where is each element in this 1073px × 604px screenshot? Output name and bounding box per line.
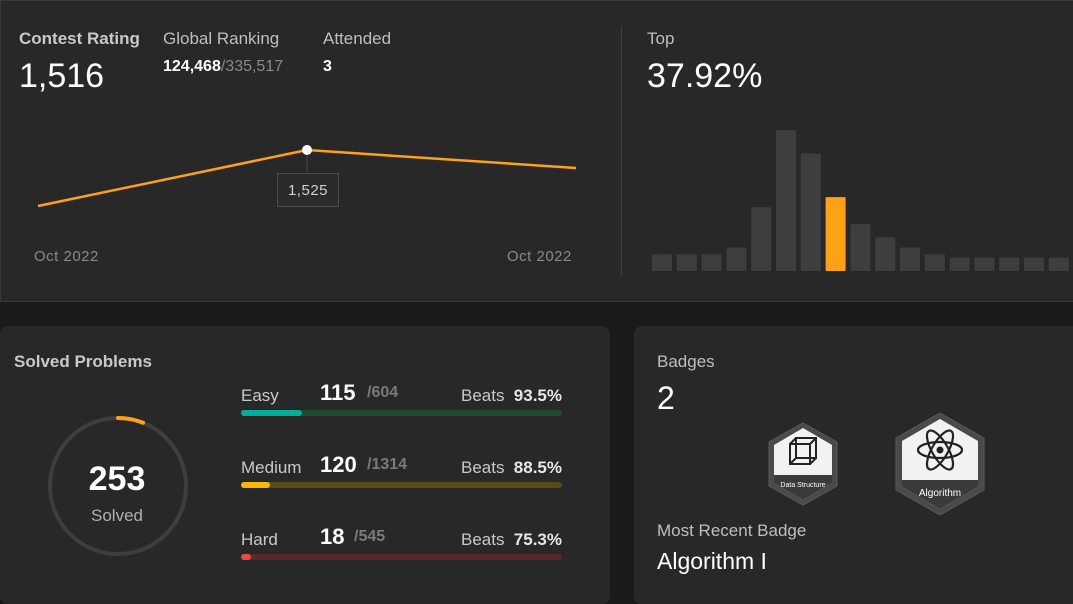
rating-tooltip: 1,525 — [277, 173, 339, 207]
difficulty-total: /1314 — [367, 456, 408, 473]
attended-value: 3 — [323, 58, 332, 75]
difficulty-count: 115 — [320, 380, 356, 405]
rating-line-chart[interactable] — [0, 120, 610, 240]
global-ranking-label: Global Ranking — [163, 29, 280, 48]
difficulty-progress-track — [241, 554, 562, 560]
global-rank: 124,468 — [163, 58, 221, 75]
distribution-bar — [974, 257, 995, 271]
chart-start-date: Oct 2022 — [34, 248, 99, 265]
difficulty-count: 120 — [320, 452, 357, 477]
beats-value: 88.5% — [513, 458, 562, 477]
chart-end-date: Oct 2022 — [507, 248, 572, 265]
global-rank-total: /335,517 — [220, 58, 284, 75]
distribution-bar — [1024, 257, 1044, 271]
beats-label: Beats — [461, 386, 505, 405]
distribution-bar — [652, 254, 672, 271]
top-distribution-chart — [652, 130, 1069, 271]
distribution-bar — [850, 224, 871, 271]
distribution-bar — [1048, 257, 1069, 271]
distribution-bar — [875, 237, 896, 271]
difficulty-progress-fill — [241, 410, 302, 416]
solved-problems-title: Solved Problems — [14, 352, 152, 371]
difficulty-progress-track — [241, 482, 562, 488]
ring-progress-arc — [48, 416, 188, 556]
rating-highlight-point — [302, 145, 312, 155]
distribution-bar — [800, 153, 821, 271]
top-percent-value: 37.92% — [647, 57, 763, 95]
difficulty-count: 18 — [320, 524, 345, 549]
distribution-bar — [924, 254, 945, 271]
distribution-bar — [999, 257, 1020, 271]
difficulty-name: Hard — [241, 530, 278, 549]
contest-rating-value: 1,516 — [19, 57, 105, 95]
distribution-bar — [825, 197, 846, 271]
beats-value: 75.3% — [513, 530, 562, 549]
top-percent-label: Top — [647, 29, 675, 48]
badges-card — [634, 326, 1073, 604]
card-divider — [621, 26, 622, 276]
badge-caption: Algorithm — [919, 488, 961, 499]
distribution-bar — [776, 130, 796, 271]
contest-rating-label: Contest Rating — [19, 29, 140, 48]
difficulty-row-medium[interactable]: Medium 120 /1314 Beats 88.5% — [241, 452, 562, 492]
difficulty-progress-fill — [241, 554, 251, 560]
difficulty-name: Easy — [241, 386, 279, 405]
distribution-bar — [726, 247, 747, 271]
solved-total: 253 — [88, 460, 146, 498]
distribution-bar — [701, 254, 722, 271]
cube-icon[interactable]: Data Structure — [764, 420, 842, 508]
difficulty-total: /545 — [354, 528, 386, 545]
recent-badge-label: Most Recent Badge — [657, 521, 807, 540]
global-ranking-value: 124,468/335,517 — [163, 58, 283, 76]
badges-count: 2 — [657, 380, 675, 416]
badge-caption: Data Structure — [780, 482, 825, 489]
attended-label: Attended — [323, 29, 392, 48]
difficulty-name: Medium — [241, 458, 302, 477]
difficulty-row-easy[interactable]: Easy 115 /604 Beats 93.5% — [241, 380, 562, 420]
distribution-bar — [676, 254, 697, 271]
difficulty-progress-fill — [241, 482, 270, 488]
beats-label: Beats — [461, 530, 505, 549]
solved-total-label: Solved — [91, 506, 143, 525]
difficulty-row-hard[interactable]: Hard 18 /545 Beats 75.3% — [241, 524, 562, 564]
difficulty-progress-track — [241, 410, 562, 416]
beats-value: 93.5% — [513, 386, 562, 405]
recent-badge-name: Algorithm I — [657, 548, 767, 574]
solved-progress-ring[interactable] — [44, 412, 192, 560]
atom-icon[interactable]: Algorithm — [891, 410, 989, 518]
beats-label: Beats — [461, 458, 505, 477]
distribution-bar — [751, 207, 772, 271]
distribution-bar — [949, 257, 970, 271]
badges-label: Badges — [657, 352, 715, 371]
distribution-bar — [900, 247, 920, 271]
difficulty-total: /604 — [367, 384, 399, 401]
